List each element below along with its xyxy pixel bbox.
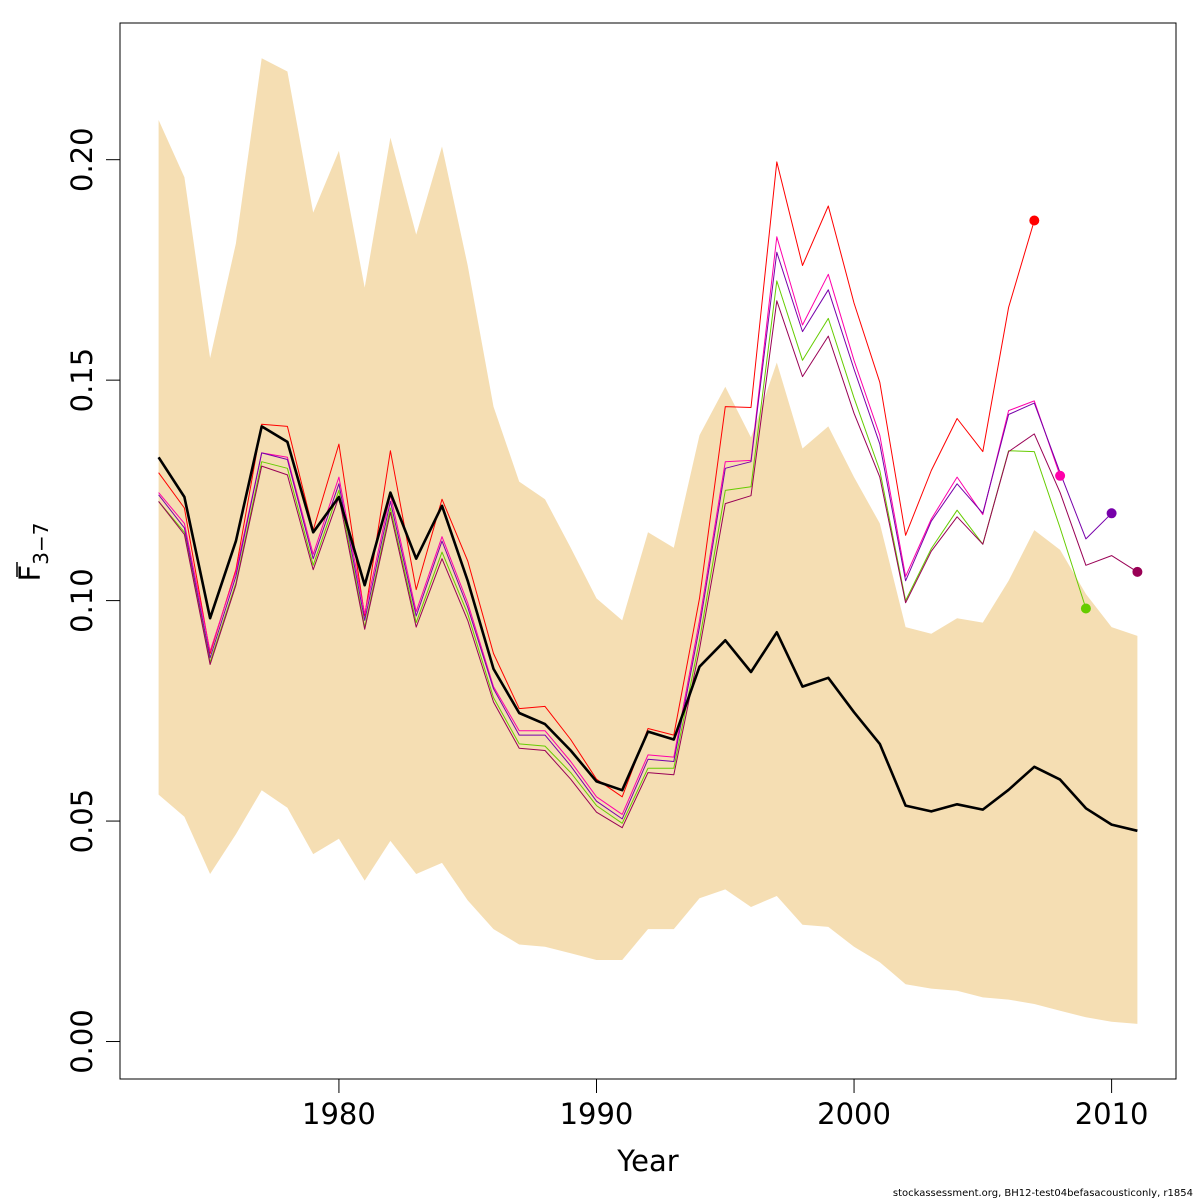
y-tick-label: 0.05 xyxy=(65,789,99,854)
y-axis-title: F3−7 xyxy=(13,523,53,582)
end-marker-peel_2009 xyxy=(1080,603,1091,614)
y-axis-title-sub: 3−7 xyxy=(29,523,53,565)
series-line-peel_2008 xyxy=(158,236,1061,815)
svg-text:F3−7: F3−7 xyxy=(13,523,53,582)
y-tick-label: 0.20 xyxy=(65,127,99,192)
series-line-peel_2009 xyxy=(158,280,1087,824)
confidence-band-layer xyxy=(158,58,1138,1024)
x-axis-title: Year xyxy=(616,1144,678,1178)
y-axis-title-main: F xyxy=(13,565,47,582)
series-line-main xyxy=(157,425,1138,833)
x-axis: 1980 1990 2000 2010 xyxy=(302,1078,1149,1131)
confidence-band xyxy=(158,58,1138,1024)
series-line-peel_2007 xyxy=(158,161,1035,798)
end-marker-peel_2011 xyxy=(1132,566,1143,577)
end-marker-peel_2008 xyxy=(1055,470,1066,481)
series-layer xyxy=(157,161,1138,833)
footer-caption: stockassessment.org, BH12-test04befasaco… xyxy=(893,1188,1193,1199)
x-tick-label: 2010 xyxy=(1075,1097,1149,1131)
x-tick-label: 1980 xyxy=(302,1097,376,1131)
x-tick-label: 1990 xyxy=(560,1097,634,1131)
y-tick-label: 0.15 xyxy=(65,348,99,413)
series-line-peel_2011 xyxy=(158,300,1138,829)
series-line-peel_2010 xyxy=(158,251,1112,820)
y-tick-label: 0.10 xyxy=(65,568,99,633)
end-marker-layer xyxy=(1029,215,1143,614)
y-tick-label: 0.00 xyxy=(65,1009,99,1074)
y-axis: 0.00 0.05 0.10 0.15 0.20 xyxy=(65,127,121,1074)
end-marker-peel_2007 xyxy=(1029,215,1040,226)
end-marker-peel_2010 xyxy=(1106,508,1117,519)
x-tick-label: 2000 xyxy=(817,1097,891,1131)
